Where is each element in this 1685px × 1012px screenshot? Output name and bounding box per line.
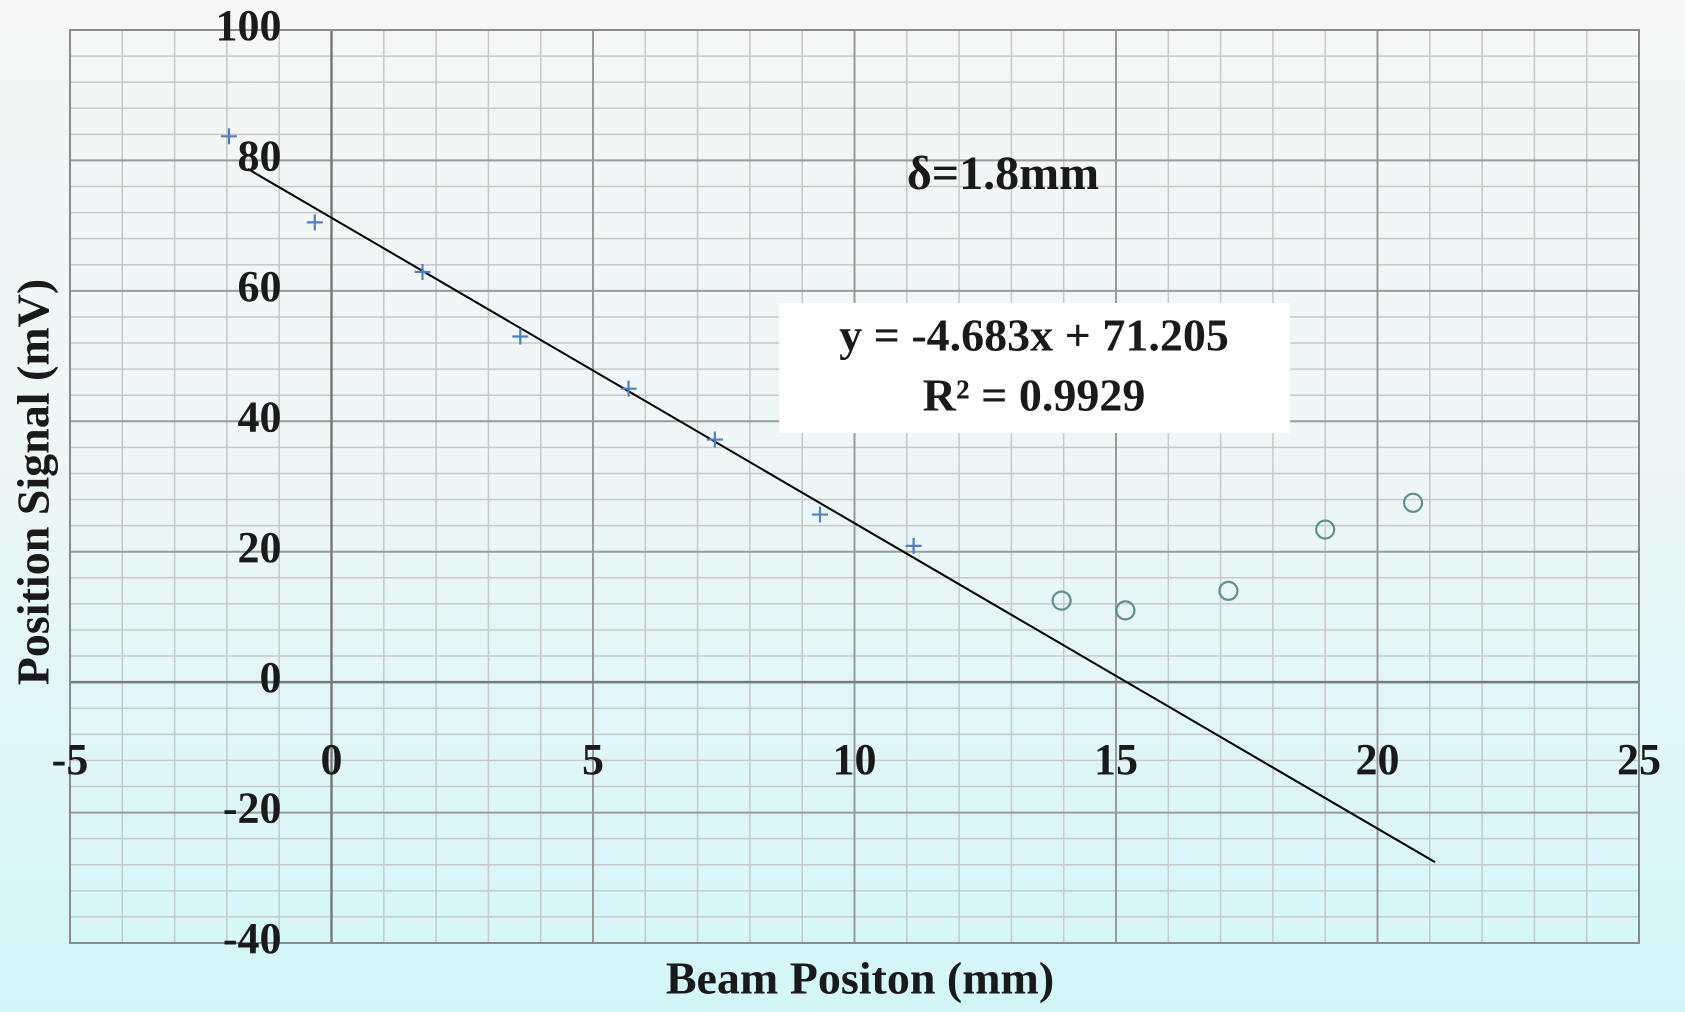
y-tick-label: 20: [238, 523, 282, 572]
y-axis-title: Position Signal (mV): [8, 279, 59, 685]
x-axis-title: Beam Positon (mm): [666, 953, 1054, 1004]
page: y = -4.683x + 71.205 R² = 0.9929 δ=1.8mm…: [0, 0, 1685, 1012]
x-tick-label: 25: [1617, 735, 1661, 784]
y-tick-label: 100: [216, 1, 282, 50]
chart: y = -4.683x + 71.205 R² = 0.9929 δ=1.8mm…: [0, 0, 1685, 1012]
x-tick-label: 10: [833, 735, 877, 784]
x-tick-label: 0: [321, 735, 343, 784]
y-tick-label: -20: [223, 784, 282, 833]
x-tick-label: -5: [52, 735, 89, 784]
y-tick-label: 0: [260, 653, 282, 702]
y-tick-label: -40: [223, 914, 282, 963]
trend-r2: R² = 0.9929: [923, 370, 1146, 421]
x-tick-label: 20: [1356, 735, 1400, 784]
y-tick-label: 60: [238, 262, 282, 311]
annotation: δ=1.8mm: [907, 147, 1099, 200]
y-tick-label: 40: [238, 392, 282, 441]
x-tick-label: 15: [1094, 735, 1138, 784]
trend-equation: y = -4.683x + 71.205: [839, 310, 1229, 361]
y-tick-label: 80: [238, 132, 282, 181]
x-tick-label: 5: [582, 735, 604, 784]
